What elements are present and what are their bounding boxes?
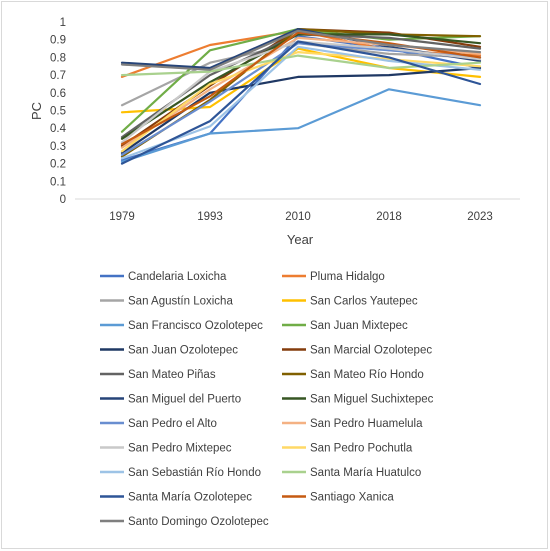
x-tick-label: 1993 <box>197 211 223 223</box>
series-line <box>120 50 482 153</box>
y-tick-label: 0.3 <box>50 141 66 153</box>
legend-item: San Francisco Ozolotepec <box>100 320 263 332</box>
legend-label: San Juan Mixtepec <box>310 320 408 332</box>
legend-item: Santa María Ozolotepec <box>100 492 252 504</box>
legend-item: San Mateo Piñas <box>100 369 216 381</box>
y-tick-label: 0.2 <box>50 159 66 171</box>
legend-label: San Agustín Loxicha <box>128 296 233 308</box>
legend-item: Candelaria Loxicha <box>100 271 227 283</box>
legend-label: San Mateo Río Hondo <box>310 369 424 381</box>
x-tick-label: 2010 <box>285 211 311 223</box>
legend-label: San Francisco Ozolotepec <box>128 320 263 332</box>
x-axis-title: Year <box>287 232 314 247</box>
y-tick-label: 0.8 <box>50 52 66 64</box>
y-tick-label: 1 <box>60 17 66 29</box>
legend: Candelaria Loxicha Pluma Hidalgo San Agust… <box>100 271 434 528</box>
y-axis-title: PC <box>29 102 44 120</box>
legend-label: San Mateo Piñas <box>128 369 216 381</box>
series-line <box>120 29 482 71</box>
y-tick-label: 0.1 <box>50 176 66 188</box>
legend-item: San Juan Mixtepec <box>282 320 408 332</box>
legend-label: Santa María Huatulco <box>310 467 421 479</box>
legend-item: San Agustín Loxicha <box>100 296 233 308</box>
legend-item: San Pedro Pochutla <box>282 443 413 455</box>
series-lines <box>120 28 482 165</box>
y-axis-ticks: 0 0.1 0.2 0.3 0.4 0.5 0.6 0.7 0.8 0.9 1 <box>50 17 67 206</box>
legend-item: San Miguel Suchixtepec <box>282 394 434 406</box>
series-line <box>120 33 482 140</box>
legend-item: San Pedro Mixtepec <box>100 443 232 455</box>
legend-item: San Pedro Huamelula <box>282 418 423 430</box>
legend-label: Pluma Hidalgo <box>310 271 385 283</box>
legend-label: San Sebastián Río Hondo <box>128 467 261 479</box>
x-tick-label: 2023 <box>467 211 493 223</box>
legend-label: San Pedro Huamelula <box>310 418 423 430</box>
y-tick-label: 0.6 <box>50 88 66 100</box>
legend-label: San Pedro Mixtepec <box>128 443 232 455</box>
x-axis-ticks: 1979 1993 2010 2018 2023 <box>109 211 493 223</box>
y-tick-label: 0.4 <box>50 123 67 135</box>
legend-item: San Pedro el Alto <box>100 418 217 430</box>
legend-item: San Mateo Río Hondo <box>282 369 424 381</box>
legend-label: San Marcial Ozolotepec <box>310 345 432 357</box>
legend-label: Santiago Xanica <box>310 492 394 504</box>
y-tick-label: 0.5 <box>50 106 66 118</box>
legend-label: San Miguel del Puerto <box>128 394 241 406</box>
y-tick-label: 0.7 <box>50 70 66 82</box>
legend-label: San Juan Ozolotepec <box>128 345 238 357</box>
series-line <box>120 45 482 160</box>
legend-item: San Miguel del Puerto <box>100 394 241 406</box>
legend-item: San Carlos Yautepec <box>282 296 418 308</box>
legend-label: San Pedro Pochutla <box>310 443 413 455</box>
legend-label: Santa María Ozolotepec <box>128 492 252 504</box>
legend-item: San Marcial Ozolotepec <box>282 345 432 357</box>
legend-item: Santiago Xanica <box>282 492 394 504</box>
legend-label: San Miguel Suchixtepec <box>310 394 434 406</box>
legend-label: Candelaria Loxicha <box>128 271 227 283</box>
x-tick-label: 2018 <box>376 211 402 223</box>
legend-item: San Sebastián Río Hondo <box>100 467 261 479</box>
legend-item: Santa María Huatulco <box>282 467 421 479</box>
y-tick-label: 0.9 <box>50 35 66 47</box>
series-line <box>120 40 482 165</box>
x-tick-label: 1979 <box>109 211 135 223</box>
legend-label: San Pedro el Alto <box>128 418 217 430</box>
legend-label: Santo Domingo Ozolotepec <box>128 516 269 528</box>
legend-item: Santo Domingo Ozolotepec <box>100 516 269 528</box>
legend-label: San Carlos Yautepec <box>310 296 418 308</box>
legend-item: San Juan Ozolotepec <box>100 345 238 357</box>
series-line <box>120 88 482 163</box>
legend-item: Pluma Hidalgo <box>282 271 385 283</box>
y-tick-label: 0 <box>60 194 66 206</box>
